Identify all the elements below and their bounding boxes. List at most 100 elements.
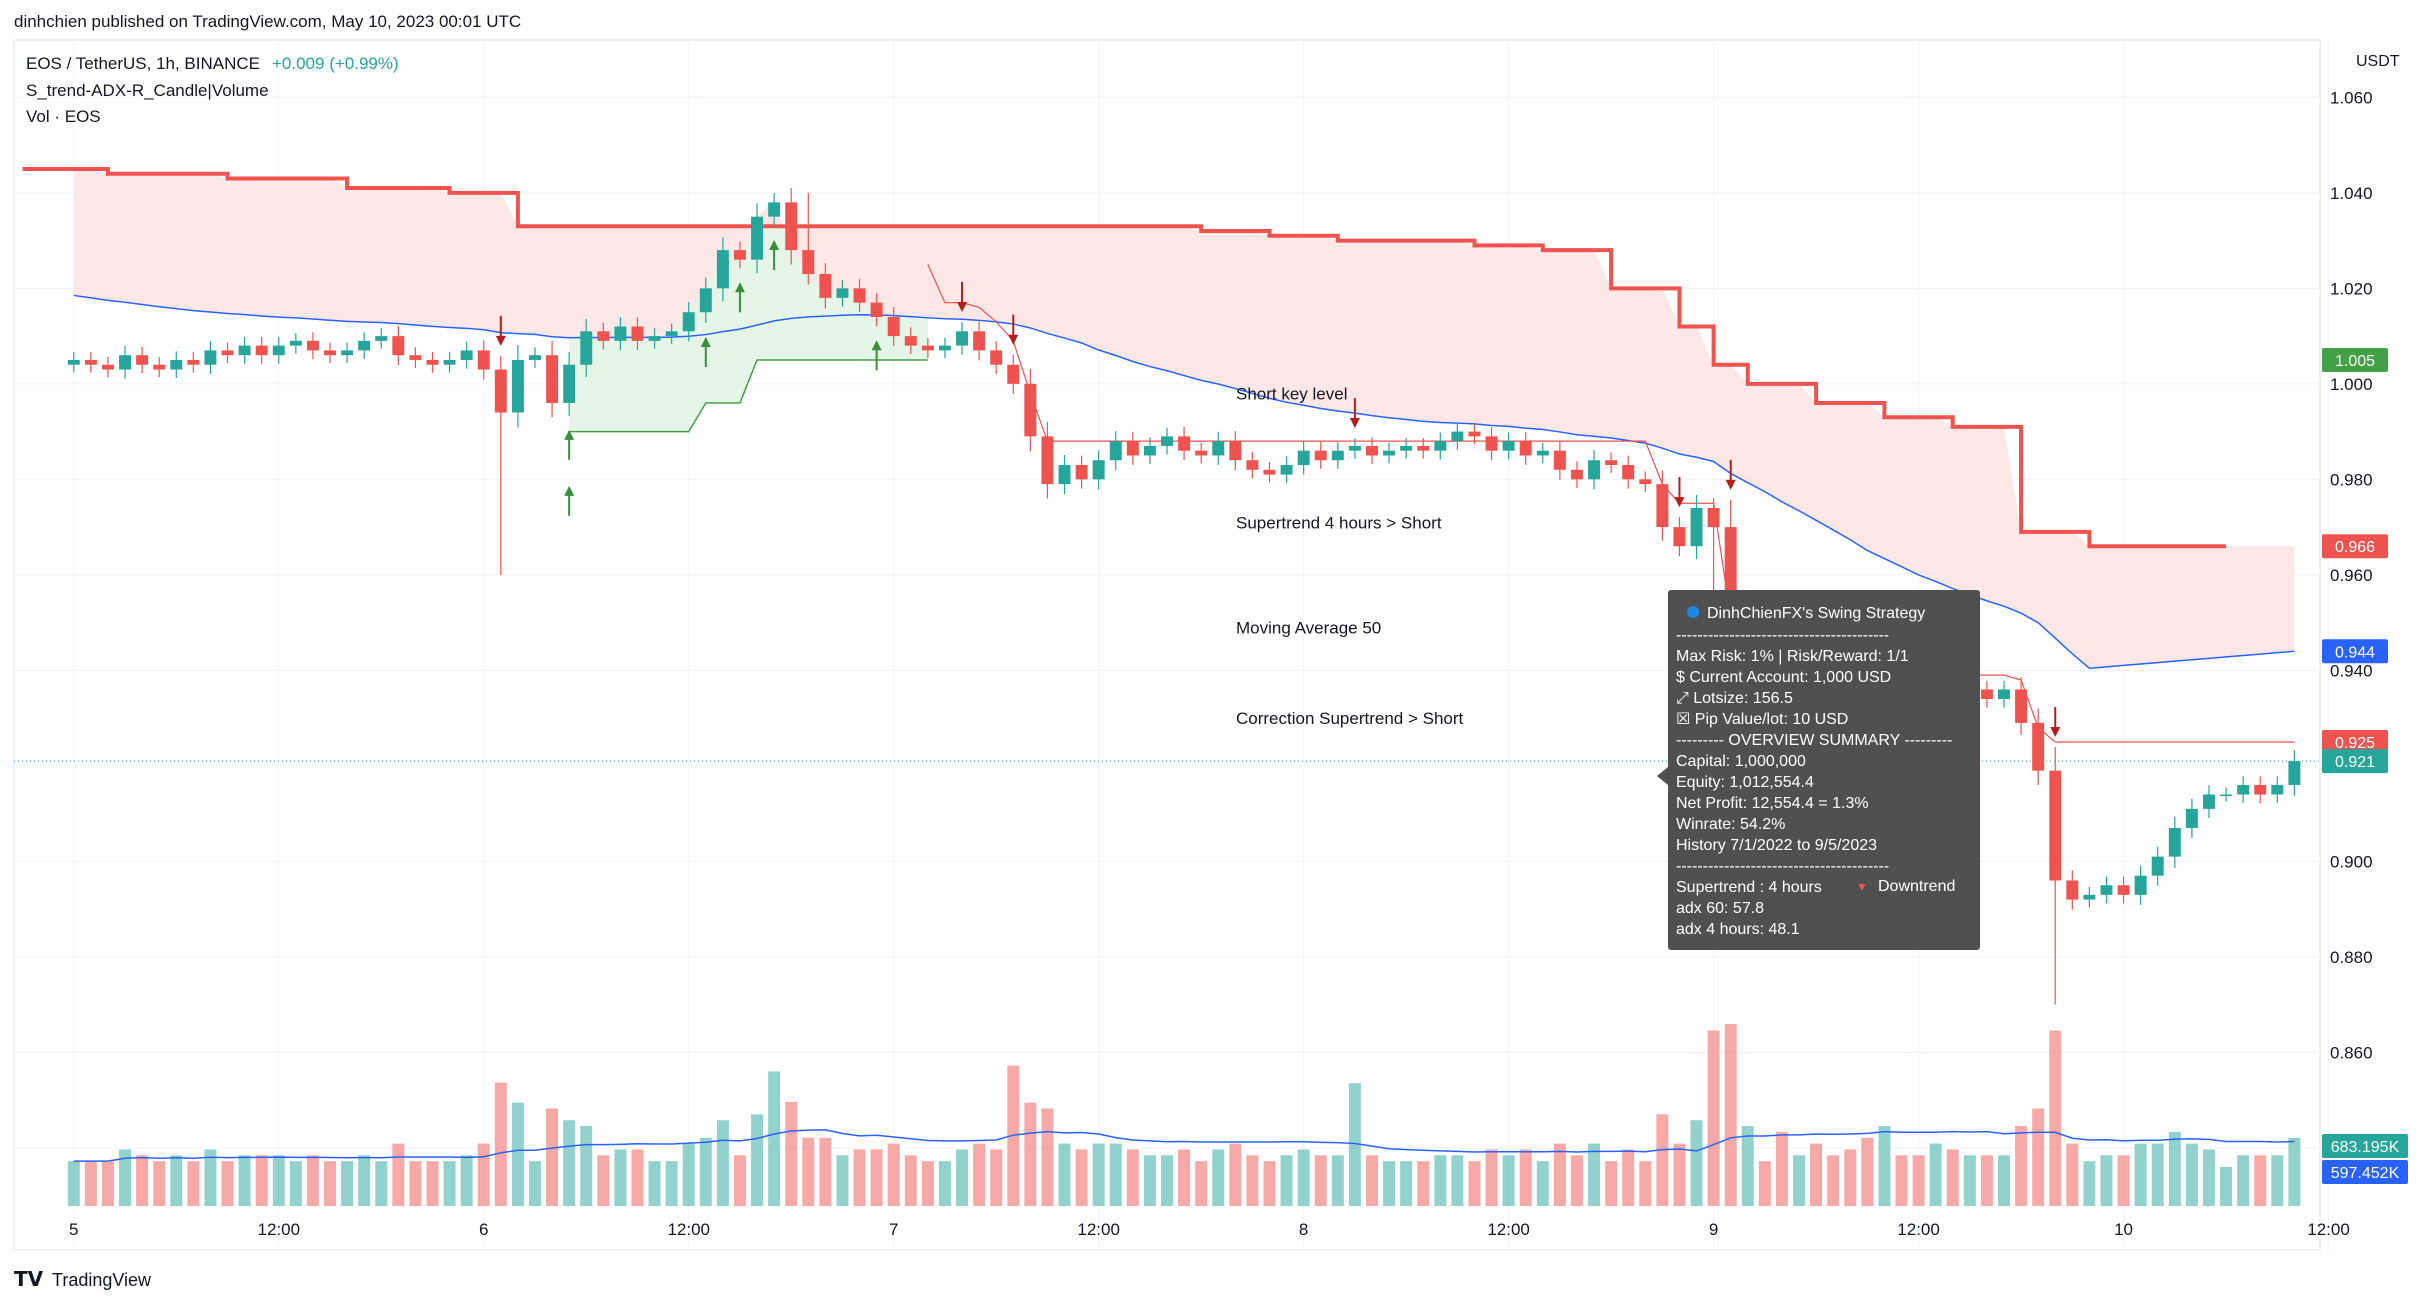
volume-bar	[1775, 1131, 1788, 1206]
volume-bar	[1912, 1155, 1925, 1206]
volume-bar	[1092, 1143, 1105, 1206]
volume-bar	[1827, 1155, 1840, 1206]
candle-body	[341, 350, 354, 356]
volume-bar	[716, 1120, 729, 1206]
price-change: +0.009 (+0.99%)	[272, 54, 399, 73]
volume-legend[interactable]: Vol · EOS	[26, 107, 101, 126]
volume-bar	[2049, 1030, 2062, 1206]
volume-bar	[2185, 1143, 2198, 1206]
volume-bar	[84, 1161, 97, 1206]
buy-arrow-icon	[734, 282, 745, 293]
volume-bar	[597, 1155, 610, 1206]
candle-body	[1639, 479, 1652, 485]
volume-bar	[1109, 1143, 1122, 1206]
info-box-line: adx 60: 57.8	[1676, 900, 1764, 917]
candle-body	[1553, 450, 1566, 470]
symbol-title[interactable]: EOS / TetherUS, 1h, BINANCE	[26, 54, 260, 73]
volume-bar	[1263, 1161, 1276, 1206]
buy-arrow-icon	[564, 485, 575, 496]
candle-body	[2271, 784, 2284, 795]
volume-bar	[887, 1143, 900, 1206]
candle-body	[1417, 445, 1430, 451]
candle-body	[1588, 460, 1601, 480]
candle-body	[682, 312, 695, 332]
y-tick-label: 1.060	[2330, 88, 2373, 107]
volume-bar	[1229, 1143, 1242, 1206]
candle-body	[938, 345, 951, 351]
tradingview-logo[interactable]: 𝗧𝗩 TradingView	[14, 1269, 152, 1291]
volume-bar	[973, 1143, 986, 1206]
candle-body	[1229, 441, 1242, 461]
info-box-title: DinhChienFX's Swing Strategy	[1707, 605, 1925, 622]
volume-bar	[392, 1143, 405, 1206]
volume-bar	[1998, 1155, 2010, 1206]
volume-bar	[1707, 1030, 1720, 1206]
candle-body	[272, 345, 285, 356]
volume-bar	[2220, 1167, 2233, 1206]
volume-bar	[2168, 1131, 2181, 1206]
sell-arrow-icon	[1674, 497, 1685, 508]
volume-bar	[1246, 1155, 1259, 1206]
candle-body	[2254, 784, 2267, 795]
candle-body	[238, 345, 251, 356]
candle-body	[1314, 450, 1327, 461]
info-box-line: $ Current Account: 1,000 USD	[1676, 669, 1891, 686]
candle-body	[1075, 465, 1088, 480]
x-tick-label: 6	[479, 1220, 488, 1239]
y-tick-label: 1.040	[2330, 184, 2373, 203]
volume-bar	[187, 1161, 200, 1206]
y-tick-label: 0.980	[2330, 470, 2373, 489]
published-by: dinhchien published on TradingView.com, …	[14, 12, 521, 31]
candle-body	[546, 355, 559, 403]
volume-bar	[409, 1161, 422, 1206]
x-tick-label: 9	[1709, 1220, 1718, 1239]
y-tick-label: 0.940	[2330, 661, 2373, 680]
volume-bar	[1314, 1155, 1327, 1206]
info-box-line: ----------------------------------------	[1676, 858, 1889, 875]
candle-body	[170, 359, 183, 370]
candle-body	[990, 350, 1003, 365]
volume-bar	[2100, 1155, 2113, 1206]
volume-bar	[1143, 1155, 1156, 1206]
volume-bar	[2015, 1126, 2028, 1206]
candle-body	[1536, 450, 1549, 456]
volume-bar	[2066, 1143, 2079, 1206]
volume-bar	[272, 1155, 285, 1206]
candle-body	[2237, 784, 2250, 795]
candle-body	[1400, 445, 1413, 451]
volume-bar	[1673, 1143, 1686, 1206]
volume-bar	[1690, 1120, 1703, 1206]
candle-body	[1690, 508, 1703, 547]
candle-body	[409, 355, 422, 360]
volume-bar	[1878, 1126, 1891, 1206]
price-label-volume-ma	[2322, 1160, 2408, 1184]
candle-body	[1263, 469, 1276, 475]
candle-body	[1502, 441, 1515, 451]
volume-bar	[1383, 1161, 1396, 1206]
volume-bar	[614, 1149, 627, 1206]
volume-bar	[699, 1137, 712, 1206]
volume-bar	[2254, 1155, 2267, 1206]
volume-bar	[802, 1137, 815, 1206]
candle-body	[973, 331, 986, 351]
volume-bar	[2288, 1137, 2301, 1206]
candle-body	[101, 364, 114, 370]
volume-bar	[238, 1155, 251, 1206]
volume-bar	[529, 1161, 541, 1206]
volume-bar	[306, 1155, 319, 1206]
volume-bar	[1041, 1108, 1054, 1206]
indicator-legend[interactable]: S_trend-ADX-R_Candle|Volume	[26, 81, 269, 100]
volume-bar	[648, 1161, 661, 1206]
candle-body	[426, 359, 439, 365]
candle-body	[187, 359, 200, 365]
volume-bar	[1570, 1155, 1583, 1206]
volume-bar	[511, 1102, 524, 1206]
signal-arrows-layer	[495, 240, 2061, 738]
y-tick-label: 0.860	[2330, 1043, 2373, 1062]
price-label-volume-last	[2322, 1134, 2408, 1158]
bullish-supertrend-line	[569, 359, 928, 433]
buy-arrow-icon	[769, 240, 780, 251]
volume-bar	[1024, 1102, 1037, 1206]
candle-body	[1246, 460, 1259, 470]
